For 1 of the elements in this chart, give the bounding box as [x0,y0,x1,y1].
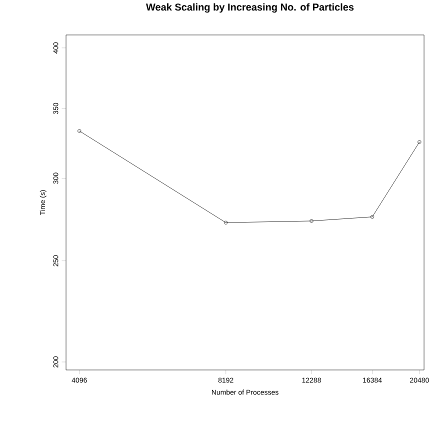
chart-title: Weak Scaling by Increasing No. of Particles [146,3,354,13]
